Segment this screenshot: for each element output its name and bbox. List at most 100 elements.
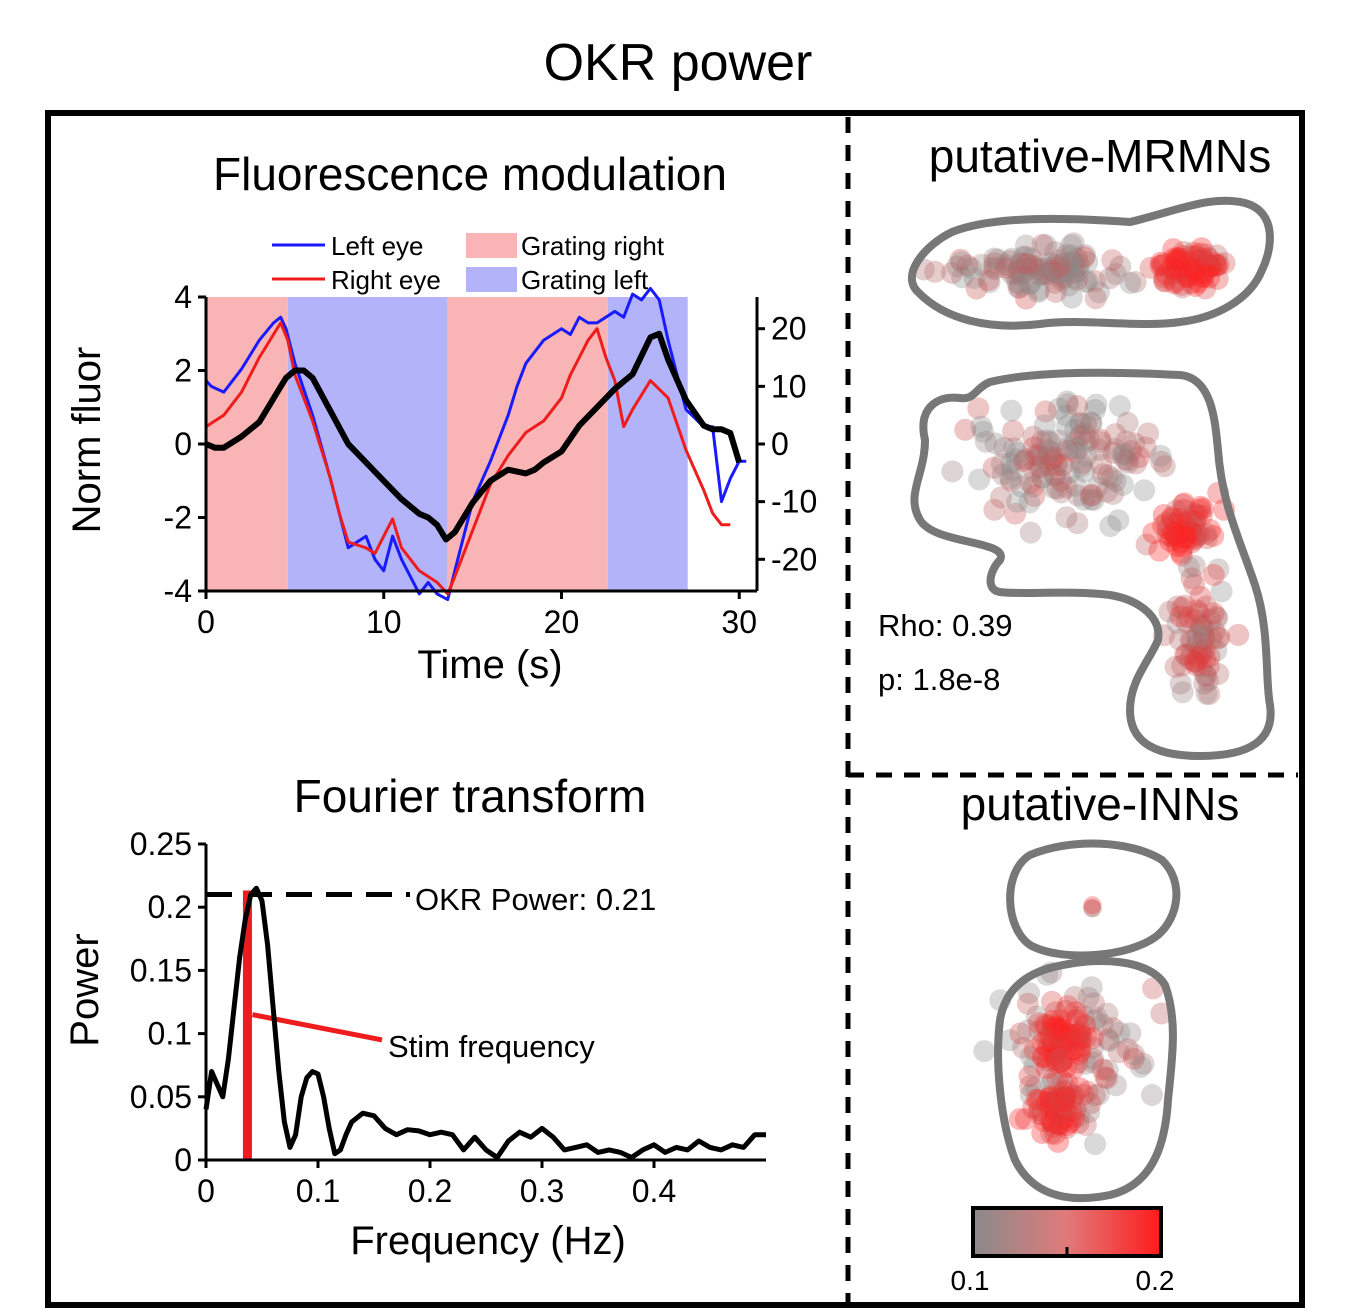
mrmn-cell <box>1038 453 1061 476</box>
inn-cell <box>1053 1090 1076 1113</box>
mrmn-cell <box>1098 267 1121 290</box>
mrmn-cell <box>1150 251 1173 274</box>
inn-cell <box>1017 1019 1039 1042</box>
mrmn-cell <box>1175 611 1198 634</box>
series-left-eye <box>204 286 747 602</box>
inn-cell <box>1068 1036 1091 1059</box>
mrmn-cell <box>1053 261 1076 284</box>
mrmn-cell <box>1180 531 1203 554</box>
mrmn-cell <box>1185 651 1208 674</box>
mrmn-cell <box>1170 544 1193 567</box>
mrmn-cell <box>1090 453 1113 476</box>
inn-cell <box>1091 1013 1114 1036</box>
mrmn-cell <box>1187 602 1210 625</box>
mrmn-cell <box>1206 627 1229 650</box>
mrmn-cell <box>1069 412 1092 435</box>
mrmn-cell <box>1168 628 1191 651</box>
mrmn-cell <box>1068 253 1091 276</box>
mrmn-cell <box>1015 253 1038 275</box>
y-tick-label: 0 <box>174 1142 192 1178</box>
inn-cell <box>1059 1110 1082 1133</box>
inn-cell <box>1107 1041 1130 1064</box>
inn-cell <box>1054 1101 1077 1124</box>
mrmn-cell <box>1177 265 1200 288</box>
mrmn-cell <box>1016 258 1039 281</box>
mrmn-cell <box>1031 466 1054 489</box>
mrmn-cell <box>1043 446 1066 469</box>
legend-grating-left-swatch <box>466 267 517 292</box>
mrmn-cell <box>1186 624 1209 646</box>
inn-cell <box>1058 1026 1081 1049</box>
inn-cell <box>1047 1048 1070 1071</box>
mrmn-cell <box>1074 244 1097 267</box>
inn-cell <box>1040 1026 1063 1049</box>
y-tick-label: -2 <box>164 500 192 536</box>
inn-cell <box>1032 1045 1055 1068</box>
mrmn-cell <box>1183 528 1206 551</box>
mrmn-cell <box>1077 428 1100 451</box>
inn-cell <box>1038 1085 1061 1107</box>
mrmn-cell <box>968 468 991 491</box>
mrmn-cell <box>1064 418 1087 441</box>
mrmn-cell <box>1089 431 1112 454</box>
inn-cell <box>1044 1122 1067 1145</box>
inn-cell <box>1042 1017 1065 1040</box>
inn-cell <box>1046 1037 1069 1060</box>
inn-cell <box>1068 1105 1091 1128</box>
mrmn-cell <box>1191 615 1214 638</box>
mrmn-cell <box>1084 399 1106 421</box>
mrmn-cell <box>1003 437 1026 460</box>
inn-cell <box>1083 992 1105 1015</box>
inn-cell <box>1032 1031 1054 1054</box>
inn-cell <box>1054 1085 1076 1108</box>
mrmn-cell <box>1073 246 1096 269</box>
inn-cell <box>1097 1028 1120 1051</box>
mrmn-cell <box>1165 526 1188 548</box>
mrmn-cell <box>1166 247 1189 269</box>
inn-cell <box>1056 1114 1079 1137</box>
inn-cell <box>1044 1048 1067 1071</box>
mrmn-cell <box>1173 525 1196 548</box>
mrmn-cell <box>1200 627 1223 650</box>
inn-cell <box>1074 1113 1097 1136</box>
mrmn-cell <box>1018 272 1041 295</box>
mrmn-cell <box>1030 430 1053 453</box>
inn-cell <box>1049 1009 1072 1032</box>
mrmn-cell <box>924 260 947 283</box>
mrmn-cell <box>1063 261 1086 284</box>
mrmn-cell <box>1080 412 1103 435</box>
mrmn-cell <box>1073 488 1095 511</box>
mrmn-cell <box>1134 436 1157 459</box>
inn-cell <box>1040 1072 1063 1095</box>
mrmn-cell <box>1066 395 1088 417</box>
mrmn-cell <box>1154 270 1177 293</box>
mrmn-cell <box>1205 605 1228 628</box>
mrmn-cell <box>1174 511 1197 534</box>
mrmn-cell <box>1183 502 1206 525</box>
mrmn-cell <box>1180 641 1203 664</box>
inn-cell <box>1141 1084 1163 1106</box>
mrmn-lower-outline <box>910 368 1275 761</box>
inn-cell <box>1045 1093 1068 1116</box>
inn-cell <box>1043 1097 1066 1120</box>
mrmn-cell <box>1039 440 1062 463</box>
mrmn-cell <box>1189 495 1212 518</box>
mrmn-cell <box>1028 279 1050 302</box>
fourier-plot: 0 0.1 0.2 0.3 0.4 0 0.05 0.1 0.15 0.2 0.25 <box>130 826 766 1209</box>
mrmn-cell <box>999 249 1022 272</box>
inn-cell <box>1082 1047 1104 1070</box>
colorbar-max-label: 0.2 <box>1136 1265 1175 1296</box>
mrmn-cell <box>1022 425 1045 448</box>
mrmn-cell <box>1189 242 1212 265</box>
inn-cell <box>1047 1113 1070 1136</box>
mrmn-cell <box>1036 429 1058 452</box>
mrmn-cell <box>1198 683 1221 706</box>
inn-cell <box>1116 1038 1139 1060</box>
mrmn-cell <box>1076 270 1099 293</box>
fluorescence-xlabel: Time (s) <box>417 643 562 687</box>
series-power <box>203 885 766 1160</box>
inn-cell <box>1055 1117 1078 1140</box>
inn-cell <box>1105 1074 1127 1097</box>
inn-cell <box>1068 1022 1091 1045</box>
